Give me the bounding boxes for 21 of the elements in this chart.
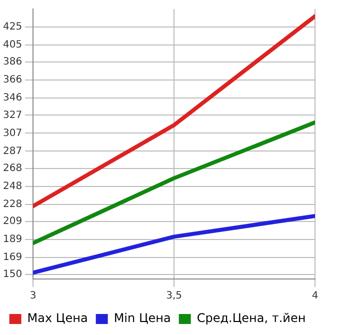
y-tick-label: 307 [2,128,22,139]
y-tick-label: 346 [2,92,22,104]
y-tick-label: 386 [2,56,22,68]
x-tick-label: 4 [312,290,318,302]
x-tick-label: 3,5 [166,290,182,302]
legend-label: Сред.Цена, т.йен [196,311,306,326]
y-tick-label: 228 [2,198,22,210]
y-tick-label: 366 [2,74,22,86]
y-tick-label: 327 [2,110,22,121]
y-tick-label: 425 [2,22,22,33]
legend-label: Max Цена [27,311,88,326]
y-tick-label: 248 [2,180,22,192]
y-tick-label: 150 [2,269,22,280]
y-tick-label: 189 [2,234,22,245]
y-tick-label: 268 [2,162,22,174]
y-tick-label: 169 [2,252,22,263]
legend-label: Min Цена [114,311,171,326]
y-tick-label: 405 [2,40,22,51]
y-tick-label: 287 [2,146,22,157]
y-tick-label: 209 [2,216,22,227]
x-tick-label: 3 [30,290,36,302]
